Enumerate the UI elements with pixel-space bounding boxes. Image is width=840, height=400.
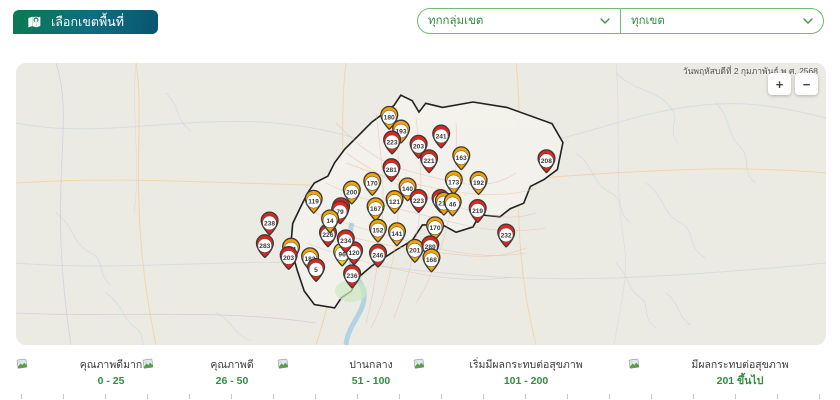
svg-text:201: 201 — [409, 248, 420, 255]
svg-text:170: 170 — [429, 225, 440, 232]
svg-text:226: 226 — [322, 232, 333, 239]
svg-text:234: 234 — [340, 238, 351, 245]
svg-text:173: 173 — [448, 179, 459, 186]
svg-text:5: 5 — [314, 267, 318, 274]
svg-text:219: 219 — [472, 208, 483, 215]
svg-text:241: 241 — [436, 133, 447, 140]
svg-text:223: 223 — [413, 198, 424, 205]
svg-text:46: 46 — [449, 201, 457, 208]
svg-text:203: 203 — [283, 255, 294, 262]
svg-text:223: 223 — [386, 139, 397, 146]
svg-text:192: 192 — [473, 180, 484, 187]
svg-text:208: 208 — [541, 158, 552, 165]
svg-text:168: 168 — [426, 257, 437, 264]
svg-text:119: 119 — [308, 199, 319, 206]
svg-text:203: 203 — [413, 144, 424, 151]
svg-text:121: 121 — [389, 199, 400, 206]
svg-text:167: 167 — [370, 206, 381, 213]
svg-text:221: 221 — [423, 158, 434, 165]
svg-text:14: 14 — [326, 218, 334, 225]
svg-text:141: 141 — [391, 231, 402, 238]
svg-text:236: 236 — [346, 273, 357, 280]
svg-text:180: 180 — [384, 115, 395, 122]
svg-text:170: 170 — [367, 181, 378, 188]
svg-text:200: 200 — [346, 189, 357, 196]
svg-text:246: 246 — [372, 253, 383, 260]
svg-text:232: 232 — [501, 232, 512, 239]
svg-text:152: 152 — [372, 228, 383, 235]
svg-text:163: 163 — [456, 155, 467, 162]
svg-text:120: 120 — [348, 250, 359, 257]
svg-text:283: 283 — [259, 243, 270, 250]
svg-text:238: 238 — [264, 220, 275, 227]
svg-text:140: 140 — [402, 186, 413, 193]
svg-text:281: 281 — [386, 167, 397, 174]
